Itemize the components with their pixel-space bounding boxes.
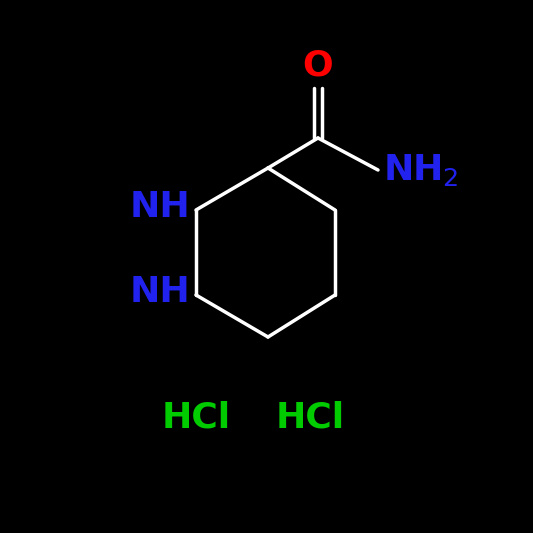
- Text: NH: NH: [130, 190, 191, 224]
- Text: NH: NH: [130, 276, 191, 309]
- Text: HCl: HCl: [161, 401, 231, 435]
- Text: O: O: [303, 49, 333, 83]
- Text: NH$_2$: NH$_2$: [383, 152, 459, 188]
- Text: HCl: HCl: [276, 401, 344, 435]
